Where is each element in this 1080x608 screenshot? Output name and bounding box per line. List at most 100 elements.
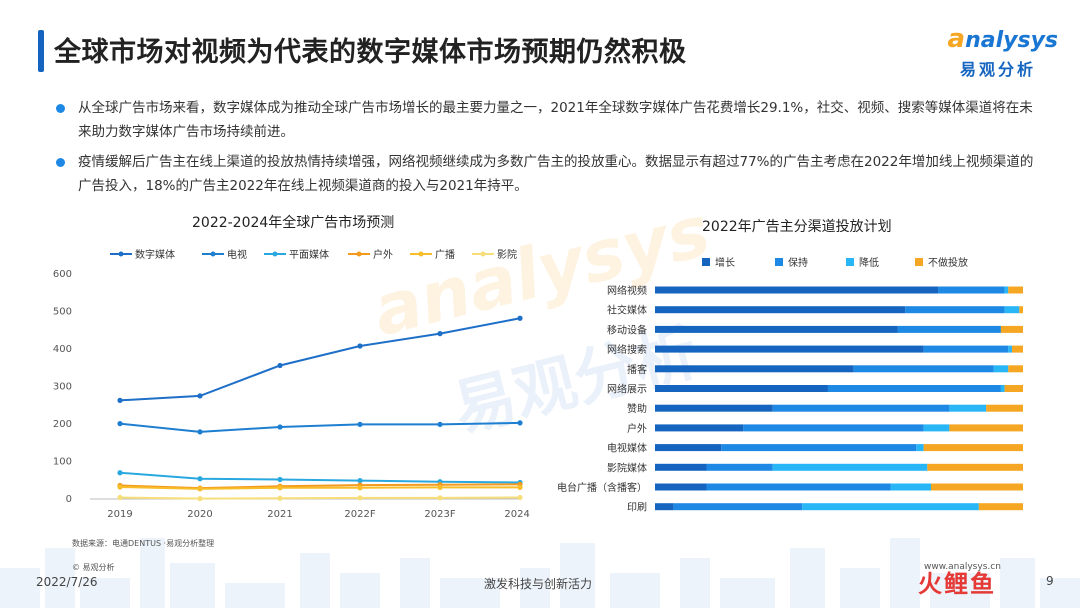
data-point [197,486,203,492]
bar-segment [931,483,1023,491]
legend-label: 户外 [373,250,393,261]
footer-website: www.analysys.cn [924,562,1001,572]
corner-mark-logo: 火鲤鱼 [918,570,996,598]
logo-wordmark: nalysys [965,28,1058,53]
line-chart-title: 2022-2024年全球广告市场预测 [192,215,395,231]
legend-item: 不做投放 [915,254,968,269]
legend-label: 保持 [788,258,808,269]
series-line [119,496,521,500]
x-tick-label: 2020 [187,509,212,520]
data-point [117,484,123,490]
bullet-item: 从全球广告市场来看，数字媒体成为推动全球广告市场增长的最主要力量之一，2021年… [56,96,1046,144]
category-label: 网络搜索 [607,343,647,356]
legend-label: 平面媒体 [289,250,329,261]
data-point [117,494,123,501]
legend-label: 降低 [859,258,879,269]
data-point [357,343,363,349]
legend-label: 影院 [497,250,517,261]
data-point [357,495,363,501]
bar-segment [655,483,707,491]
title-accent-bar [38,30,44,72]
logo-letter-a: a [947,24,966,54]
data-point [357,485,363,491]
legend-label: 增长 [715,258,735,269]
legend-label: 电视 [227,250,247,261]
x-tick-label: 2022F [344,509,375,520]
data-point [117,397,123,403]
category-label: 电台广播（含播客） [557,481,647,494]
bar-segment [853,365,994,373]
bar-segment [1000,325,1023,333]
bullet-text: 疫情缓解后广告主在线上渠道的投放热情持续增强，网络视频继续成为多数广告主的投放重… [78,154,1034,194]
bar-segment [655,503,674,511]
x-tick-label: 2021 [267,509,292,520]
bar-segment [1019,306,1023,314]
y-tick-label: 100 [53,457,72,468]
analysys-logo: analysys 易观分析 [938,22,1058,82]
data-point [117,470,123,476]
data-source: 数据来源：电通DENTUS ·易观分析整理 [72,539,215,548]
series-line [119,471,521,484]
data-point [117,421,123,427]
footer-date: 2022/7/26 [36,575,98,589]
x-tick-label: 2023F [424,509,455,520]
bar-segment [721,444,917,452]
y-tick-label: 600 [53,269,72,280]
bar-segment [655,385,828,392]
bar-segment [655,306,906,314]
legend-swatch-icon [846,257,854,266]
category-label: 播客 [627,363,647,376]
data-point [437,495,443,501]
category-label: 移动设备 [607,323,647,336]
page-title: 全球市场对视频为代表的数字媒体市场预期仍然积极 [54,37,687,68]
data-point [517,315,523,321]
category-label: 电视媒体 [607,442,647,455]
bar-segment [1008,345,1012,353]
legend-swatch-icon [472,251,494,256]
bar-segment [743,424,924,432]
category-label: 社交媒体 [607,304,647,317]
data-point [277,485,283,491]
category-label: 户外 [627,422,647,435]
category-label: 网络展示 [607,383,647,396]
bar-segment [923,345,1009,353]
data-point [437,421,443,427]
bar-segment [1008,286,1023,294]
bar-segment [655,444,722,452]
bar-segment [655,365,854,373]
bar-segment [772,463,928,471]
bar-segment [978,503,1023,511]
legend-item: 平面媒体 [264,246,329,261]
data-point [357,421,363,427]
legend-label: 不做投放 [928,258,968,269]
bar-chart-title: 2022年广告主分渠道投放计划 [702,219,892,235]
bar-segment [655,286,939,294]
bar-segment [655,463,707,471]
bullet-list: 从全球广告市场来看，数字媒体成为推动全球广告市场增长的最主要力量之一，2021年… [56,96,1046,204]
bar-segment [890,483,931,491]
bar-segment [802,503,979,511]
bar-segment [772,404,950,412]
y-tick-label: 200 [53,419,72,430]
y-tick-label: 400 [53,344,72,355]
y-tick-label: 0 [66,494,72,505]
legend-label: 广播 [435,250,455,261]
category-label: 影院媒体 [607,461,647,474]
data-point [357,478,363,484]
logo-chinese-name: 易观分析 [959,60,1036,79]
legend-swatch-icon [702,257,710,266]
bar-segment [905,306,1005,314]
legend-label: 数字媒体 [135,250,175,261]
data-point [277,495,283,501]
data-point [277,424,283,430]
category-label: 网络视频 [607,284,647,297]
y-tick-label: 500 [53,307,72,318]
category-label: 赞助 [627,402,647,415]
legend-swatch-icon [202,251,224,256]
legend-item: 户外 [348,246,393,261]
legend-item: 保持 [775,254,808,269]
x-tick-label: 2019 [107,509,132,520]
bar-segment [706,483,891,491]
series-line [119,421,521,433]
data-point [277,476,283,483]
